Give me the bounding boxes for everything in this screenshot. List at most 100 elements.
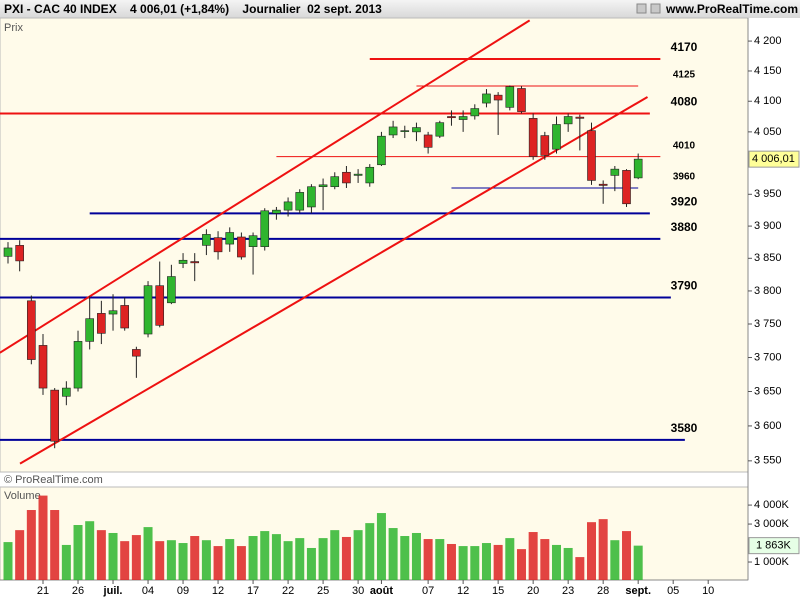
volume-bar bbox=[446, 543, 456, 580]
candle-body bbox=[528, 118, 538, 157]
volume-bar bbox=[458, 546, 468, 580]
candle-body bbox=[575, 116, 585, 119]
volume-bar bbox=[50, 510, 60, 580]
y-tick-label: 3 800 bbox=[754, 285, 782, 297]
x-tick-label: 17 bbox=[247, 585, 259, 597]
candle-body bbox=[225, 232, 235, 245]
candle-body bbox=[388, 126, 398, 136]
x-tick-label: 12 bbox=[457, 585, 469, 597]
volume-bar bbox=[166, 540, 176, 580]
volume-bar bbox=[481, 543, 491, 580]
volume-bar bbox=[622, 531, 632, 580]
volume-bar bbox=[236, 546, 246, 580]
candle-body bbox=[458, 116, 468, 120]
copyright: © ProRealTime.com bbox=[4, 474, 103, 486]
volume-label: Volume bbox=[4, 490, 41, 502]
candle-body bbox=[400, 130, 410, 132]
volume-bar bbox=[575, 557, 585, 580]
candle-body bbox=[517, 88, 526, 112]
candle-body bbox=[202, 234, 211, 246]
header-bar bbox=[0, 0, 800, 18]
x-tick-label: 04 bbox=[142, 585, 154, 597]
last-volume-label: 1 863K bbox=[756, 540, 792, 552]
site-link[interactable]: www.ProRealTime.com bbox=[665, 2, 798, 16]
candle-body bbox=[540, 135, 550, 156]
x-tick-label: 05 bbox=[667, 585, 679, 597]
candle-body bbox=[50, 389, 59, 442]
level-label: 3880 bbox=[671, 220, 698, 234]
candle-body bbox=[423, 134, 433, 148]
candle-body bbox=[120, 305, 129, 329]
y-tick-label: 3 600 bbox=[754, 420, 782, 432]
candle-body bbox=[97, 313, 106, 334]
candle-body bbox=[132, 349, 141, 357]
candle-body bbox=[213, 237, 223, 253]
candle-body bbox=[610, 168, 620, 176]
volume-tick-label: 4 000K bbox=[754, 499, 790, 511]
candle-body bbox=[598, 183, 608, 186]
volume-bar bbox=[306, 547, 316, 580]
level-label: 4010 bbox=[673, 140, 696, 151]
y-tick-label: 3 650 bbox=[754, 385, 782, 397]
volume-bar bbox=[248, 536, 258, 580]
y-tick-label: 4 150 bbox=[754, 65, 782, 77]
candle-body bbox=[587, 130, 596, 181]
volume-bar bbox=[85, 521, 95, 580]
volume-bar bbox=[388, 528, 398, 580]
x-tick-label: sept. bbox=[625, 585, 651, 597]
window-icons[interactable] bbox=[636, 3, 661, 14]
volume-bar bbox=[295, 538, 305, 580]
x-tick-label: 10 bbox=[702, 585, 714, 597]
candle-body bbox=[155, 285, 165, 326]
volume-bar bbox=[551, 544, 561, 580]
candle-body bbox=[108, 310, 118, 315]
volume-bar bbox=[470, 546, 480, 580]
y-tick-label: 3 900 bbox=[754, 220, 782, 232]
volume-bar bbox=[283, 541, 293, 580]
volume-bar bbox=[540, 539, 550, 580]
volume-bar bbox=[213, 546, 223, 580]
volume-bar bbox=[61, 544, 71, 580]
y-tick-label: 3 950 bbox=[754, 188, 782, 200]
volume-bar bbox=[516, 549, 526, 580]
volume-bar bbox=[435, 539, 445, 580]
volume-bar bbox=[201, 540, 211, 580]
candle-body bbox=[318, 184, 328, 188]
x-tick-label: 09 bbox=[177, 585, 189, 597]
y-tick-label: 3 750 bbox=[754, 318, 782, 330]
volume-bar bbox=[38, 495, 48, 580]
volume-bar bbox=[365, 523, 375, 580]
x-tick-label: 22 bbox=[282, 585, 294, 597]
x-tick-label: 07 bbox=[422, 585, 434, 597]
volume-bar bbox=[73, 525, 83, 580]
candle-body bbox=[295, 192, 305, 211]
y-tick-label: 4 100 bbox=[754, 95, 782, 107]
price-panel bbox=[0, 17, 749, 473]
level-label: 3580 bbox=[671, 421, 698, 435]
level-label: 4080 bbox=[671, 95, 698, 109]
candle-body bbox=[143, 285, 153, 335]
candle-body bbox=[38, 345, 48, 389]
trend-line bbox=[0, 19, 531, 354]
x-tick-label: 12 bbox=[212, 585, 224, 597]
volume-bar bbox=[610, 540, 620, 580]
x-tick-label: 28 bbox=[597, 585, 609, 597]
volume-bar bbox=[376, 513, 386, 580]
candle-body bbox=[633, 158, 643, 179]
volume-bar bbox=[225, 539, 235, 580]
x-tick-label: 25 bbox=[317, 585, 329, 597]
x-tick-label: juil. bbox=[103, 585, 123, 597]
volume-bar bbox=[353, 530, 363, 580]
volume-bar bbox=[155, 541, 165, 580]
volume-bar bbox=[423, 539, 433, 580]
candle-body bbox=[260, 210, 270, 247]
candle-body bbox=[552, 124, 561, 150]
candle-body bbox=[178, 259, 188, 264]
trend-line bbox=[19, 96, 649, 465]
candle-body bbox=[307, 186, 316, 208]
volume-bar bbox=[505, 538, 515, 580]
level-label: 3960 bbox=[673, 172, 696, 183]
level-label: 4170 bbox=[671, 40, 698, 54]
candle-body bbox=[447, 116, 456, 119]
volume-bar bbox=[108, 532, 118, 580]
